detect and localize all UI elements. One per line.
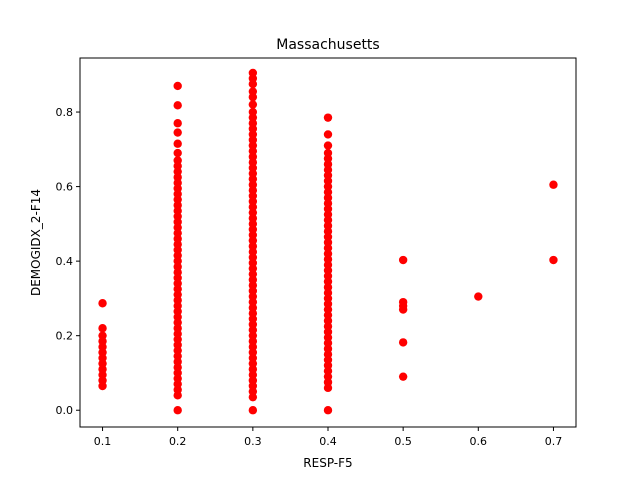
data-point	[173, 81, 182, 91]
data-point	[173, 101, 182, 110]
data-point	[98, 299, 107, 308]
x-tick-label: 0.2	[169, 435, 187, 448]
data-point	[323, 130, 333, 139]
y-axis-ticks: 0.0 0.2 0.4 0.6 0.8	[56, 106, 80, 417]
x-tick-label: 0.3	[244, 435, 262, 448]
data-point	[173, 148, 182, 158]
data-point	[474, 292, 483, 301]
data-point	[98, 331, 107, 340]
x-tick-label: 0.6	[470, 435, 488, 448]
data-point	[323, 141, 333, 150]
data-point	[248, 107, 258, 117]
data-point	[248, 406, 258, 415]
y-axis-label: DEMOGIDX_2-F14	[29, 189, 43, 296]
y-tick-label: 0.2	[56, 330, 74, 343]
chart-title: Massachusetts	[276, 37, 379, 53]
y-tick-label: 0.4	[56, 255, 74, 268]
data-point	[98, 324, 107, 333]
data-point	[398, 255, 408, 265]
data-point	[173, 156, 182, 165]
data-point	[549, 255, 558, 265]
x-axis-label: RESP-F5	[303, 456, 352, 470]
data-point	[398, 338, 408, 347]
x-axis-ticks: 0.1 0.2 0.3 0.4 0.5 0.6 0.7	[94, 427, 562, 448]
y-tick-label: 0.6	[56, 181, 74, 194]
data-point	[248, 100, 258, 109]
data-point	[248, 68, 258, 78]
data-point	[398, 372, 408, 381]
x-tick-label: 0.1	[94, 435, 112, 448]
data-point	[248, 87, 258, 96]
data-point	[549, 180, 558, 189]
data-point	[173, 406, 182, 415]
data-points	[98, 68, 558, 415]
x-tick-label: 0.7	[545, 435, 563, 448]
y-tick-label: 0.0	[56, 404, 74, 417]
x-tick-label: 0.4	[319, 435, 337, 448]
data-point	[173, 119, 182, 128]
data-point	[173, 139, 182, 148]
y-tick-label: 0.8	[56, 106, 74, 119]
data-point	[323, 406, 333, 415]
data-point	[323, 113, 333, 122]
x-tick-label: 0.5	[394, 435, 412, 448]
data-point	[398, 297, 408, 307]
data-point	[173, 128, 182, 137]
data-point	[323, 148, 333, 158]
